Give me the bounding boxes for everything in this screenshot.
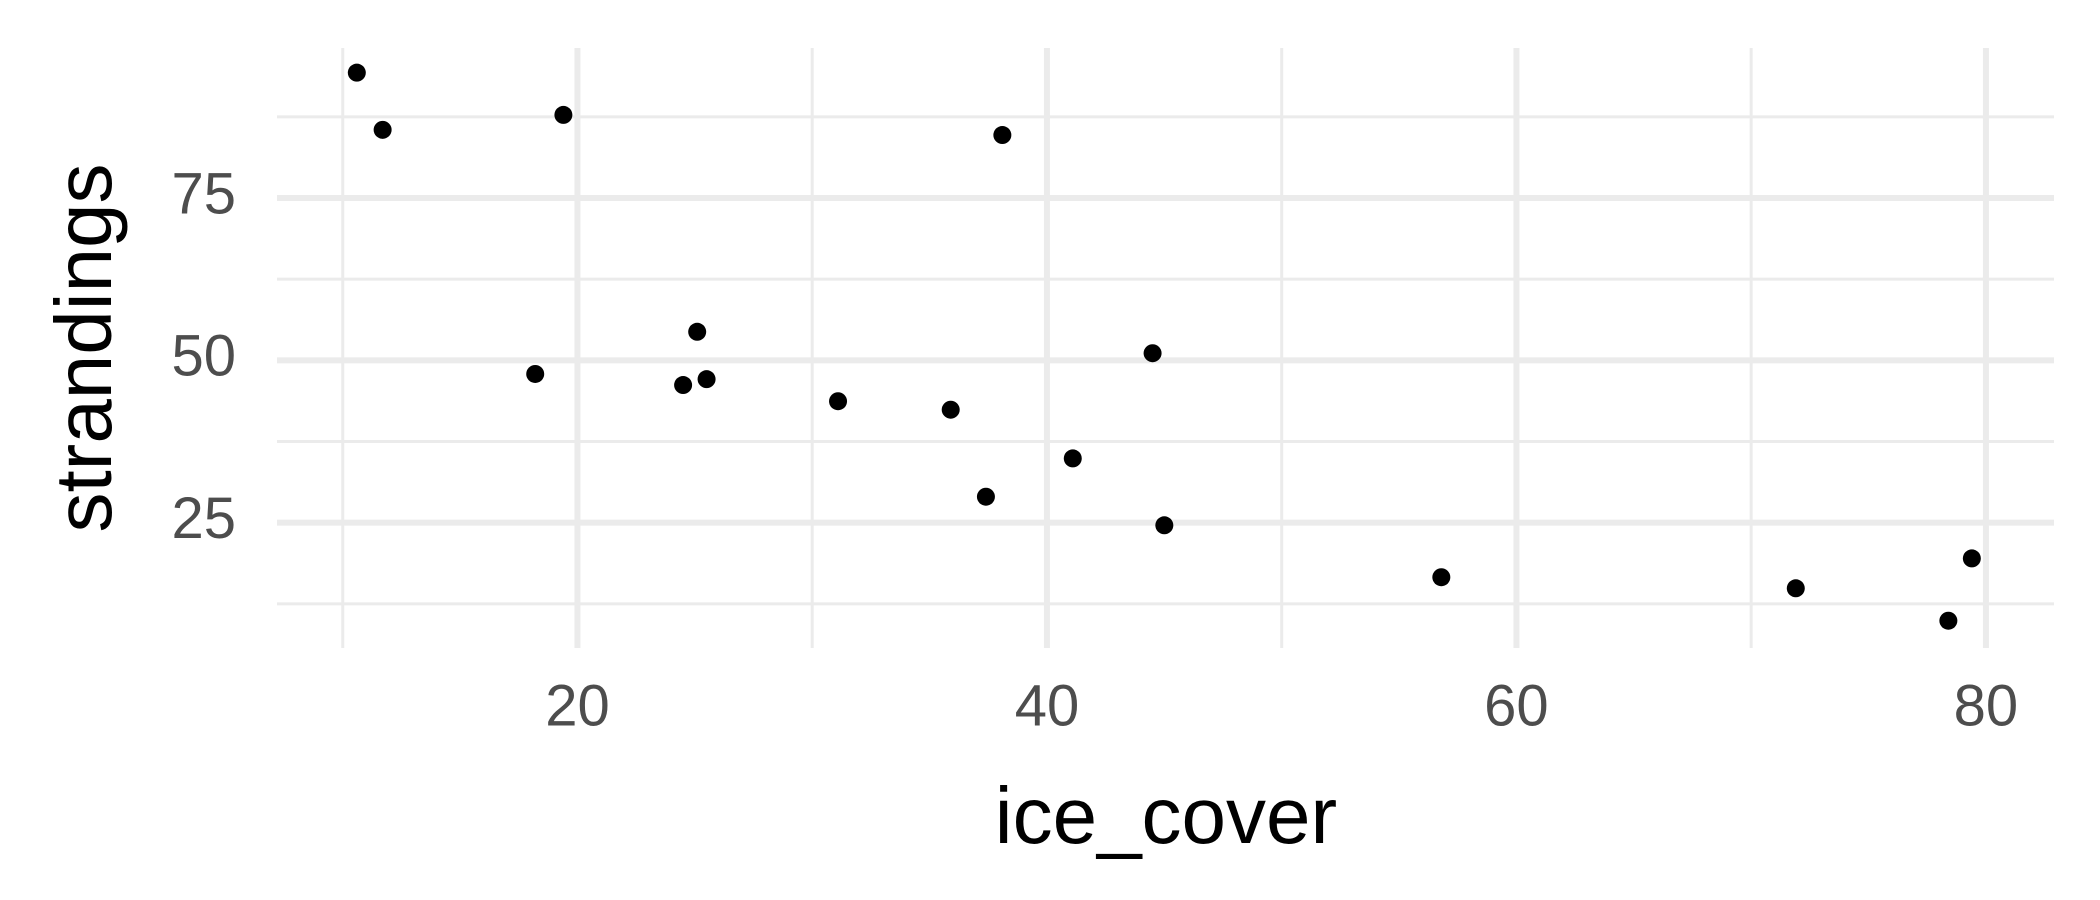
y-tick-label: 75 (171, 161, 236, 226)
y-axis-title: strandings (39, 163, 128, 532)
point (1143, 344, 1162, 363)
point (1939, 611, 1958, 630)
point (554, 105, 573, 124)
point (1155, 516, 1174, 535)
point (993, 126, 1012, 145)
y-tick-label: 25 (171, 486, 236, 551)
point (976, 487, 995, 506)
point (688, 322, 707, 341)
x-axis-title: ice_cover (995, 771, 1337, 860)
point (373, 120, 392, 139)
y-tick-label: 50 (171, 324, 236, 389)
point (1063, 449, 1082, 468)
point (347, 63, 366, 82)
point (526, 364, 545, 383)
point (1432, 568, 1451, 587)
x-tick-label: 40 (1015, 673, 1080, 738)
point (941, 400, 960, 419)
point (697, 370, 716, 389)
x-tick-label: 20 (545, 673, 610, 738)
x-tick-label: 80 (1954, 673, 2019, 738)
point (1786, 579, 1805, 598)
x-tick-label: 60 (1484, 673, 1549, 738)
point (674, 376, 693, 395)
point (829, 392, 848, 411)
point (1962, 549, 1981, 568)
